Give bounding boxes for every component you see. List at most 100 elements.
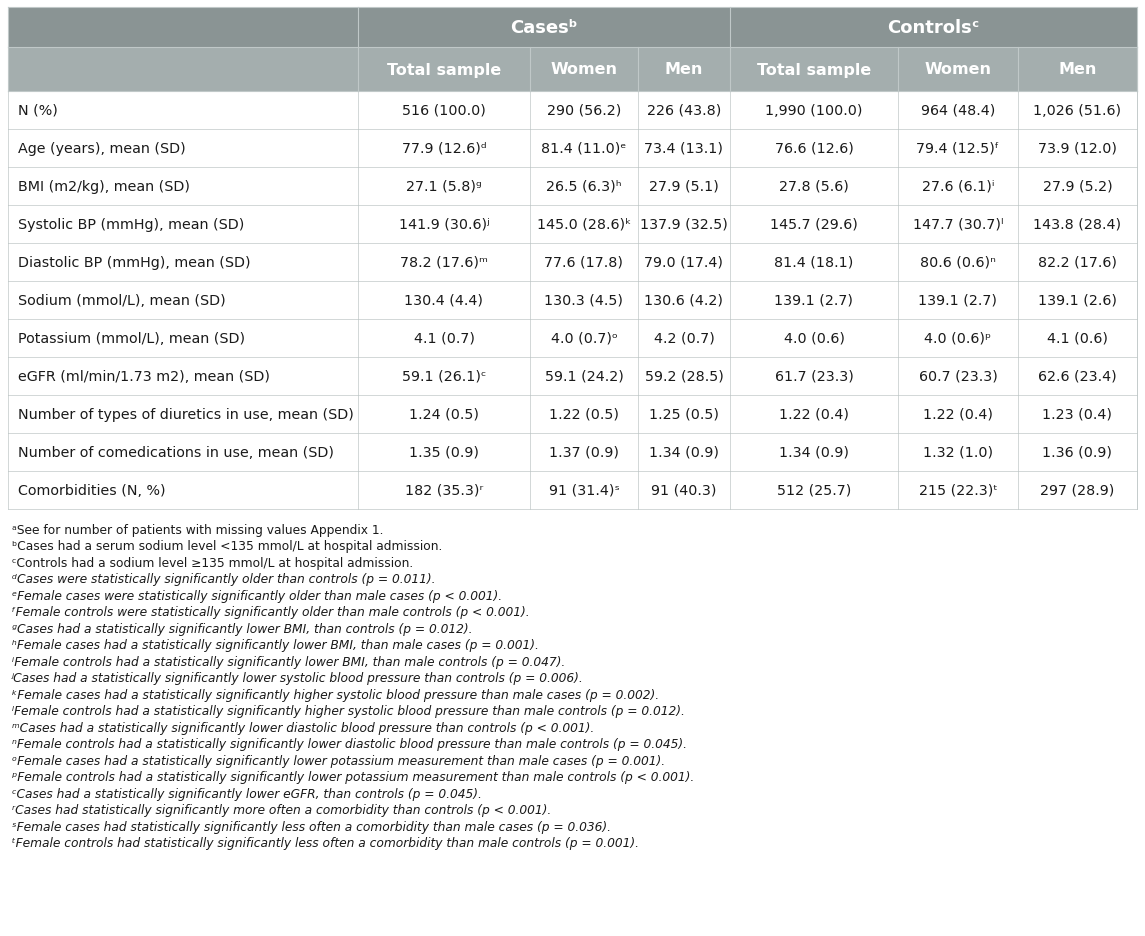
Text: 1.37 (0.9): 1.37 (0.9) <box>548 446 619 460</box>
Text: Men: Men <box>1058 63 1097 78</box>
Text: 79.0 (17.4): 79.0 (17.4) <box>645 256 724 270</box>
Text: ᵒFemale cases had a statistically significantly lower potassium measurement than: ᵒFemale cases had a statistically signif… <box>11 754 665 768</box>
Text: ᵈCases were statistically significantly older than controls (p = 0.011).: ᵈCases were statistically significantly … <box>11 573 435 586</box>
Text: 130.4 (4.4): 130.4 (4.4) <box>404 294 483 308</box>
Text: ⁱFemale controls had a statistically significantly lower BMI, than male controls: ⁱFemale controls had a statistically sig… <box>11 655 566 668</box>
Text: ʳCases had statistically significantly more often a comorbidity than controls (p: ʳCases had statistically significantly m… <box>11 804 551 816</box>
Text: 1.34 (0.9): 1.34 (0.9) <box>649 446 719 460</box>
Text: 73.4 (13.1): 73.4 (13.1) <box>645 142 724 155</box>
Text: ᶠFemale controls were statistically significantly older than male controls (p < : ᶠFemale controls were statistically sign… <box>11 606 530 619</box>
Text: 78.2 (17.6)ᵐ: 78.2 (17.6)ᵐ <box>400 256 488 270</box>
Text: ᵏFemale cases had a statistically significantly higher systolic blood pressure t: ᵏFemale cases had a statistically signif… <box>11 688 660 701</box>
Text: ᵗFemale controls had statistically significantly less often a comorbidity than m: ᵗFemale controls had statistically signi… <box>11 837 639 850</box>
Text: Comorbidities (N, %): Comorbidities (N, %) <box>18 484 166 497</box>
Text: 1.35 (0.9): 1.35 (0.9) <box>409 446 479 460</box>
Text: 512 (25.7): 512 (25.7) <box>776 484 851 497</box>
Bar <box>8 320 1137 358</box>
Text: 80.6 (0.6)ⁿ: 80.6 (0.6)ⁿ <box>921 256 996 270</box>
Text: 215 (22.3)ᵗ: 215 (22.3)ᵗ <box>918 484 997 497</box>
Bar <box>8 358 1137 396</box>
Text: 27.6 (6.1)ⁱ: 27.6 (6.1)ⁱ <box>922 180 994 194</box>
Text: 1.32 (1.0): 1.32 (1.0) <box>923 446 993 460</box>
Text: 130.3 (4.5): 130.3 (4.5) <box>545 294 624 308</box>
Text: 27.9 (5.2): 27.9 (5.2) <box>1043 180 1113 194</box>
Text: 4.1 (0.7): 4.1 (0.7) <box>413 331 474 345</box>
Text: N (%): N (%) <box>18 104 58 118</box>
Text: 964 (48.4): 964 (48.4) <box>921 104 995 118</box>
Text: ᵉFemale cases were statistically significantly older than male cases (p < 0.001): ᵉFemale cases were statistically signifi… <box>11 590 503 603</box>
Text: 91 (31.4)ˢ: 91 (31.4)ˢ <box>548 484 619 497</box>
Text: Potassium (mmol/L), mean (SD): Potassium (mmol/L), mean (SD) <box>18 331 245 345</box>
Text: Number of comedications in use, mean (SD): Number of comedications in use, mean (SD… <box>18 446 334 460</box>
Text: 516 (100.0): 516 (100.0) <box>402 104 485 118</box>
Text: 143.8 (28.4): 143.8 (28.4) <box>1034 218 1122 232</box>
Text: ʰFemale cases had a statistically significantly lower BMI, than male cases (p = : ʰFemale cases had a statistically signif… <box>11 638 539 651</box>
Text: 73.9 (12.0): 73.9 (12.0) <box>1039 142 1118 155</box>
Text: ᵃSee for number of patients with missing values Appendix 1.: ᵃSee for number of patients with missing… <box>11 523 384 536</box>
Text: Diastolic BP (mmHg), mean (SD): Diastolic BP (mmHg), mean (SD) <box>18 256 251 270</box>
Text: 297 (28.9): 297 (28.9) <box>1041 484 1115 497</box>
Text: 1.22 (0.4): 1.22 (0.4) <box>779 407 848 421</box>
Text: 145.0 (28.6)ᵏ: 145.0 (28.6)ᵏ <box>537 218 631 232</box>
Text: ᵍCases had a statistically significantly lower BMI, than controls (p = 0.012).: ᵍCases had a statistically significantly… <box>11 622 473 636</box>
Text: 139.1 (2.7): 139.1 (2.7) <box>918 294 997 308</box>
Text: Total sample: Total sample <box>757 63 871 78</box>
Text: 76.6 (12.6): 76.6 (12.6) <box>774 142 853 155</box>
Text: 27.8 (5.6): 27.8 (5.6) <box>779 180 848 194</box>
Text: BMI (m2/kg), mean (SD): BMI (m2/kg), mean (SD) <box>18 180 190 194</box>
Text: Sodium (mmol/L), mean (SD): Sodium (mmol/L), mean (SD) <box>18 294 226 308</box>
Text: 27.1 (5.8)ᵍ: 27.1 (5.8)ᵍ <box>406 180 482 194</box>
Bar <box>8 168 1137 206</box>
Text: 1.24 (0.5): 1.24 (0.5) <box>409 407 479 421</box>
Text: ⁿFemale controls had a statistically significantly lower diastolic blood pressur: ⁿFemale controls had a statistically sig… <box>11 738 687 751</box>
Text: 1,026 (51.6): 1,026 (51.6) <box>1034 104 1122 118</box>
Text: 81.4 (18.1): 81.4 (18.1) <box>774 256 854 270</box>
Text: eGFR (ml/min/1.73 m2), mean (SD): eGFR (ml/min/1.73 m2), mean (SD) <box>18 370 270 384</box>
Text: ʲCases had a statistically significantly lower systolic blood pressure than cont: ʲCases had a statistically significantly… <box>11 672 584 685</box>
Bar <box>8 396 1137 433</box>
Bar <box>8 433 1137 472</box>
Text: 4.0 (0.6): 4.0 (0.6) <box>783 331 845 345</box>
Text: Women: Women <box>551 63 617 78</box>
Text: 226 (43.8): 226 (43.8) <box>647 104 721 118</box>
Text: ᵇCases had a serum sodium level <135 mmol/L at hospital admission.: ᵇCases had a serum sodium level <135 mmo… <box>11 540 442 553</box>
Text: 59.2 (28.5): 59.2 (28.5) <box>645 370 724 384</box>
Text: 60.7 (23.3): 60.7 (23.3) <box>918 370 997 384</box>
Text: 147.7 (30.7)ˡ: 147.7 (30.7)ˡ <box>913 218 1003 232</box>
Text: Total sample: Total sample <box>387 63 502 78</box>
Text: ᶜControls had a sodium level ≥135 mmol/L at hospital admission.: ᶜControls had a sodium level ≥135 mmol/L… <box>11 556 413 569</box>
Text: Systolic BP (mmHg), mean (SD): Systolic BP (mmHg), mean (SD) <box>18 218 244 232</box>
Text: Women: Women <box>924 63 992 78</box>
Text: 59.1 (26.1)ᶜ: 59.1 (26.1)ᶜ <box>402 370 487 384</box>
Text: 145.7 (29.6): 145.7 (29.6) <box>771 218 858 232</box>
Text: 137.9 (32.5): 137.9 (32.5) <box>640 218 728 232</box>
Text: 79.4 (12.5)ᶠ: 79.4 (12.5)ᶠ <box>916 142 1000 155</box>
Text: Casesᵇ: Casesᵇ <box>511 19 578 37</box>
Text: 290 (56.2): 290 (56.2) <box>547 104 622 118</box>
Bar <box>8 243 1137 282</box>
Bar <box>8 282 1137 320</box>
Text: 77.6 (17.8): 77.6 (17.8) <box>545 256 624 270</box>
Text: ᵖFemale controls had a statistically significantly lower potassium measurement t: ᵖFemale controls had a statistically sig… <box>11 770 694 783</box>
Text: 59.1 (24.2): 59.1 (24.2) <box>545 370 623 384</box>
Text: 139.1 (2.7): 139.1 (2.7) <box>774 294 853 308</box>
Text: ᵐCases had a statistically significantly lower diastolic blood pressure than con: ᵐCases had a statistically significantly… <box>11 722 594 734</box>
Text: 130.6 (4.2): 130.6 (4.2) <box>645 294 724 308</box>
Bar <box>8 130 1137 168</box>
Text: 139.1 (2.6): 139.1 (2.6) <box>1039 294 1118 308</box>
Text: 1.25 (0.5): 1.25 (0.5) <box>649 407 719 421</box>
Text: 4.2 (0.7): 4.2 (0.7) <box>654 331 714 345</box>
Text: 4.1 (0.6): 4.1 (0.6) <box>1047 331 1108 345</box>
Bar <box>8 206 1137 243</box>
Text: 81.4 (11.0)ᵉ: 81.4 (11.0)ᵉ <box>542 142 626 155</box>
Text: Age (years), mean (SD): Age (years), mean (SD) <box>18 142 185 155</box>
Text: 62.6 (23.4): 62.6 (23.4) <box>1039 370 1116 384</box>
Text: 77.9 (12.6)ᵈ: 77.9 (12.6)ᵈ <box>402 142 487 155</box>
Text: 27.9 (5.1): 27.9 (5.1) <box>649 180 719 194</box>
Text: Men: Men <box>665 63 703 78</box>
Text: 61.7 (23.3): 61.7 (23.3) <box>774 370 853 384</box>
Text: ᶜCases had a statistically significantly lower eGFR, than controls (p = 0.045).: ᶜCases had a statistically significantly… <box>11 787 482 800</box>
Text: 91 (40.3): 91 (40.3) <box>652 484 717 497</box>
Bar <box>8 472 1137 509</box>
Text: Controlsᶜ: Controlsᶜ <box>887 19 980 37</box>
